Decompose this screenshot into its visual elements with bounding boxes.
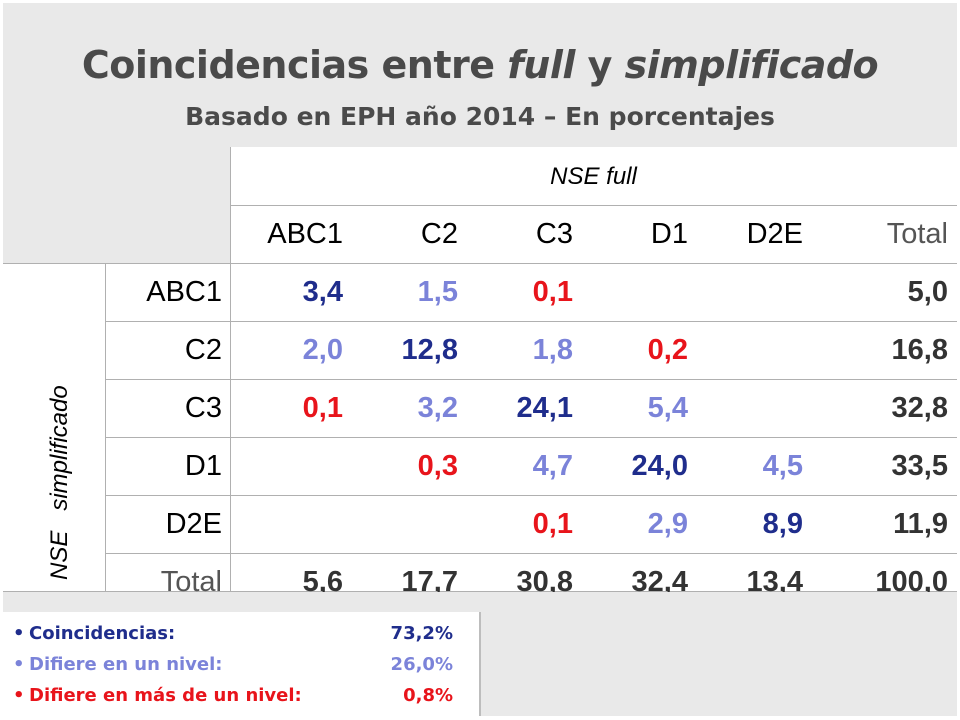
grid-line [3, 263, 957, 264]
row-label: ABC1 [146, 276, 222, 308]
table-cell: 4,5 [762, 450, 803, 482]
grid-line [105, 495, 957, 496]
table-cell [695, 321, 803, 379]
table-cell [350, 495, 458, 553]
table-cell: 11,9 [893, 508, 948, 540]
grid-line [105, 437, 957, 438]
table-cell: 1,8 [532, 334, 573, 366]
grid-line [230, 147, 231, 591]
table-cell: 0,1 [302, 392, 343, 424]
row-label: D1 [184, 450, 222, 482]
legend-right-background [481, 612, 957, 716]
table-cell: 12,8 [401, 334, 458, 366]
bullet-icon: • [13, 623, 25, 644]
legend-box: • Coincidencias: 73,2% • Difiere en un nive… [3, 612, 481, 716]
table-cell: 0,3 [417, 450, 458, 482]
legend-item-difiere-un-nivel: • Difiere en un nivel: 26,0% [13, 650, 453, 680]
table-cell: 0,1 [532, 276, 573, 308]
table-cell: 33,5 [891, 450, 948, 482]
table-cell: 5,4 [647, 392, 688, 424]
column-group-label: NSE full [550, 163, 637, 190]
column-header: C2 [420, 218, 458, 250]
legend-item-coincidencias: • Coincidencias: 73,2% [13, 619, 453, 649]
row-label: C2 [184, 334, 222, 366]
grid-line [105, 553, 957, 554]
table-cell: 16,8 [891, 334, 948, 366]
column-header: D1 [650, 218, 688, 250]
grid-line [105, 379, 957, 380]
table-cell: 3,2 [417, 392, 458, 424]
page-subtitle: Basado en EPH año 2014 – En porcentajes [185, 102, 775, 131]
table-cell: 5,0 [907, 276, 948, 308]
column-header: C3 [535, 218, 573, 250]
grid-line [3, 591, 957, 592]
column-header: ABC1 [267, 218, 343, 250]
table-cell [580, 263, 688, 321]
table-cell: 3,4 [302, 276, 343, 308]
table-cell [232, 495, 343, 553]
table-cell: 4,7 [532, 450, 573, 482]
column-header: Total [886, 218, 948, 250]
row-group-label: NSE simplificado [46, 385, 73, 580]
table-cell: 1,5 [417, 276, 458, 308]
column-header: D2E [746, 218, 803, 250]
grid-line [105, 321, 957, 322]
row-label: D2E [165, 508, 222, 540]
table-cell [695, 263, 803, 321]
legend-item-difiere-mas-de-un-nivel: • Difiere en más de un nivel: 0,8% [13, 681, 453, 711]
bullet-icon: • [13, 654, 25, 675]
bullet-icon: • [13, 685, 25, 706]
table-cell: 24,0 [631, 450, 688, 482]
title-header: Coincidencias entre full y simplificado … [3, 3, 957, 147]
grid-line [230, 205, 957, 206]
table-cell: 2,0 [302, 334, 343, 366]
table-cell [695, 379, 803, 437]
table-cell [232, 437, 343, 495]
table-cell: 2,9 [647, 508, 688, 540]
page-title: Coincidencias entre full y simplificado [81, 43, 879, 87]
table-cell: 0,1 [532, 508, 573, 540]
table-cell: 8,9 [762, 508, 803, 540]
table-cell: 32,8 [891, 392, 948, 424]
grid-line [105, 263, 106, 591]
bottom-strip [3, 592, 957, 612]
row-label: C3 [184, 392, 222, 424]
table-corner [3, 147, 230, 263]
table-cell: 24,1 [516, 392, 573, 424]
table-cell: 0,2 [647, 334, 688, 366]
